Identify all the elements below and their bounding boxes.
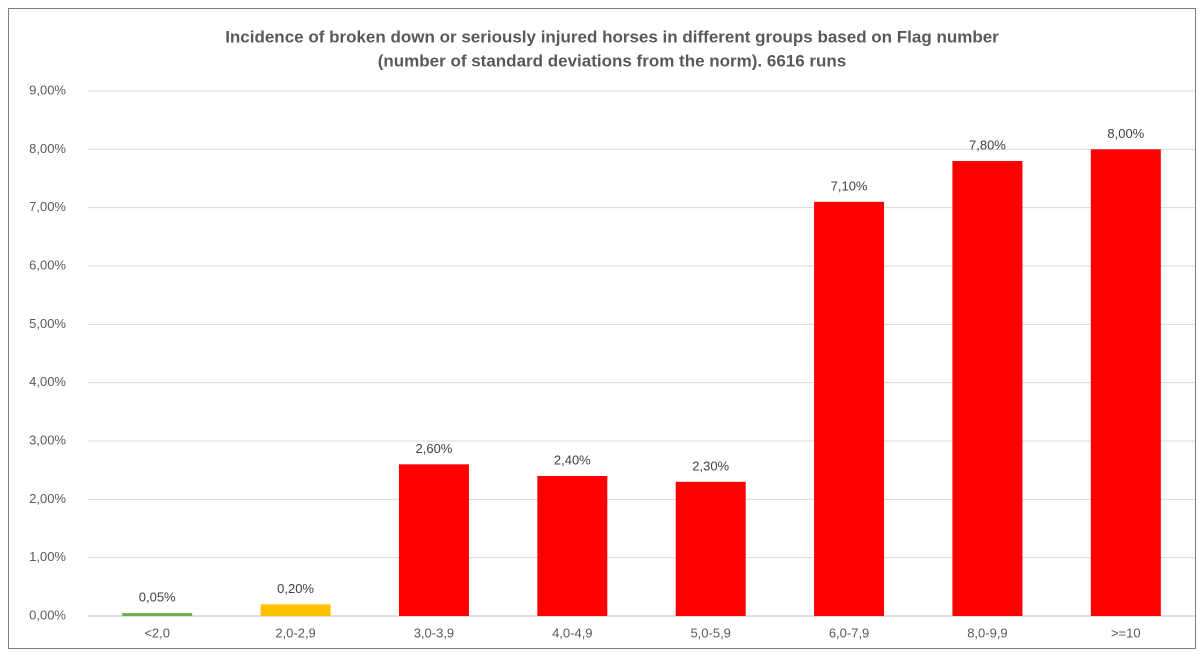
y-tick-label: 4,00%	[29, 374, 66, 389]
value-label: 8,00%	[1107, 126, 1144, 141]
x-tick-label: 4,0-4,9	[552, 625, 592, 640]
value-label: 7,10%	[831, 178, 868, 193]
y-tick-label: 3,00%	[29, 432, 66, 447]
bar	[675, 481, 746, 616]
value-label: 2,60%	[416, 441, 453, 456]
y-tick-label: 8,00%	[29, 141, 66, 156]
bar	[814, 201, 885, 617]
bar	[537, 476, 608, 616]
x-tick-label: 6,0-7,9	[829, 625, 869, 640]
x-tick-label: >=10	[1111, 625, 1141, 640]
x-tick-label: 3,0-3,9	[414, 625, 454, 640]
value-label: 2,40%	[554, 452, 591, 467]
value-label: 0,20%	[277, 581, 314, 596]
y-tick-label: 9,00%	[29, 82, 66, 97]
bar	[122, 613, 193, 616]
y-tick-label: 1,00%	[29, 549, 66, 564]
value-label: 2,30%	[692, 458, 729, 473]
y-tick-label: 2,00%	[29, 491, 66, 506]
bar	[398, 464, 469, 616]
value-label: 0,05%	[139, 590, 176, 605]
y-tick-label: 7,00%	[29, 199, 66, 214]
x-tick-label: 5,0-5,9	[690, 625, 730, 640]
chart-title: Incidence of broken down or seriously in…	[225, 27, 999, 46]
bar	[952, 161, 1023, 616]
y-tick-label: 5,00%	[29, 316, 66, 331]
y-tick-label: 0,00%	[29, 607, 66, 622]
x-tick-label: 8,0-9,9	[967, 625, 1007, 640]
bar	[260, 604, 331, 616]
y-tick-label: 6,00%	[29, 257, 66, 272]
value-label: 7,80%	[969, 137, 1006, 152]
bar	[1090, 149, 1161, 617]
x-tick-label: 2,0-2,9	[275, 625, 315, 640]
x-tick-label: <2,0	[144, 625, 170, 640]
chart-subtitle: (number of standard deviations from the …	[378, 51, 847, 70]
